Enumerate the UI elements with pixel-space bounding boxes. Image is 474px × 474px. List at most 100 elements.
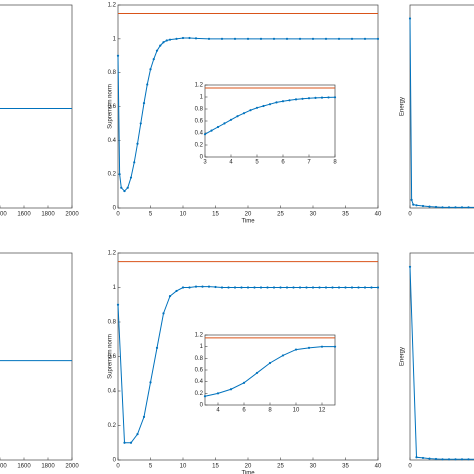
marker bbox=[434, 457, 438, 461]
y-tick-label: 1.2 bbox=[195, 333, 204, 339]
marker bbox=[126, 186, 129, 189]
marker bbox=[281, 354, 285, 357]
marker bbox=[454, 206, 457, 209]
y-tick-label: 0 bbox=[200, 403, 204, 409]
marker bbox=[253, 286, 256, 289]
x-tick-label: 4 bbox=[216, 408, 220, 414]
axes-box bbox=[409, 4, 474, 209]
x-tick-label: 2000 bbox=[65, 464, 79, 470]
marker bbox=[216, 125, 220, 129]
y-tick-label: 0 bbox=[113, 458, 117, 464]
y-tick-label: 0.8 bbox=[195, 107, 204, 113]
marker bbox=[223, 122, 226, 125]
x-tick-label: 4 bbox=[229, 160, 233, 166]
marker bbox=[311, 37, 315, 40]
marker bbox=[133, 161, 136, 164]
x-tick-label: 12 bbox=[319, 408, 326, 414]
marker bbox=[242, 381, 246, 384]
marker bbox=[142, 415, 146, 418]
marker bbox=[242, 112, 246, 115]
marker bbox=[333, 96, 337, 99]
y-tick-label: 1 bbox=[113, 285, 117, 291]
marker bbox=[123, 189, 126, 193]
y-tick-label: 0.6 bbox=[108, 354, 117, 360]
x-tick-label: 40 bbox=[375, 212, 382, 218]
marker bbox=[467, 206, 470, 209]
marker bbox=[165, 39, 168, 42]
x-tick-label: 8 bbox=[268, 408, 272, 414]
y-tick-label: 1.2 bbox=[195, 83, 204, 89]
marker bbox=[454, 458, 457, 461]
y-tick-label: 1 bbox=[113, 36, 117, 42]
x-tick-label: 7 bbox=[307, 160, 311, 166]
marker bbox=[298, 37, 302, 40]
marker bbox=[123, 441, 126, 444]
marker bbox=[162, 312, 165, 315]
x-tick-label: 40 bbox=[375, 464, 382, 470]
marker bbox=[307, 97, 311, 100]
y-tick-label: 0.2 bbox=[195, 143, 204, 149]
marker bbox=[188, 36, 191, 40]
y-tick-label: 0 bbox=[113, 206, 117, 212]
marker bbox=[181, 36, 185, 40]
marker bbox=[294, 348, 298, 351]
marker bbox=[408, 265, 412, 268]
x-tick-label: 5 bbox=[149, 464, 153, 470]
x-tick-label: 1400 bbox=[0, 212, 7, 218]
marker bbox=[350, 286, 354, 289]
x-tick-label: 25 bbox=[277, 464, 284, 470]
marker bbox=[229, 388, 233, 391]
x-tick-label: 0 bbox=[408, 212, 412, 218]
line bbox=[117, 37, 378, 192]
marker bbox=[118, 173, 121, 176]
x-tick-label: 20 bbox=[245, 464, 252, 470]
marker bbox=[149, 381, 152, 384]
marker bbox=[259, 286, 263, 289]
marker bbox=[460, 458, 464, 461]
axes-box bbox=[0, 252, 73, 461]
x-tick-label: 0 bbox=[116, 212, 120, 218]
y-axis-label: Supremum norm bbox=[108, 84, 114, 129]
marker bbox=[320, 96, 324, 99]
marker bbox=[415, 204, 418, 207]
marker bbox=[288, 99, 291, 102]
y-tick-label: 0.2 bbox=[108, 423, 117, 429]
marker bbox=[246, 286, 250, 289]
x-tick-label: 35 bbox=[342, 212, 349, 218]
y-tick-label: 0.4 bbox=[195, 131, 204, 137]
marker bbox=[344, 286, 347, 289]
y-tick-label: 0.2 bbox=[195, 391, 204, 397]
marker bbox=[162, 41, 165, 44]
marker bbox=[421, 456, 425, 460]
marker bbox=[281, 100, 285, 103]
marker bbox=[272, 37, 276, 40]
marker bbox=[441, 458, 444, 461]
x-tick-label: 8 bbox=[333, 160, 337, 166]
marker bbox=[447, 206, 451, 209]
marker bbox=[337, 286, 341, 289]
y-tick-label: 0.6 bbox=[195, 119, 204, 125]
x-tick-label: 1800 bbox=[41, 212, 55, 218]
x-tick-label: 5 bbox=[255, 160, 259, 166]
y-tick-label: 0.8 bbox=[108, 320, 117, 326]
marker bbox=[207, 285, 211, 288]
x-tick-label: 30 bbox=[310, 464, 317, 470]
marker bbox=[327, 96, 330, 99]
marker bbox=[227, 286, 230, 289]
marker bbox=[410, 198, 413, 201]
y-tick-label: 0.4 bbox=[195, 379, 204, 385]
marker bbox=[139, 122, 142, 125]
y-tick-label: 0.8 bbox=[108, 70, 117, 76]
marker bbox=[175, 289, 178, 293]
marker bbox=[337, 37, 341, 40]
marker bbox=[421, 204, 425, 208]
y-axis-label: Energy bbox=[400, 347, 406, 366]
marker bbox=[262, 104, 265, 108]
x-tick-label: 20 bbox=[245, 212, 252, 218]
marker bbox=[467, 458, 470, 461]
marker bbox=[116, 303, 120, 306]
marker bbox=[292, 286, 295, 289]
x-tick-label: 10 bbox=[180, 464, 187, 470]
marker bbox=[207, 37, 211, 40]
